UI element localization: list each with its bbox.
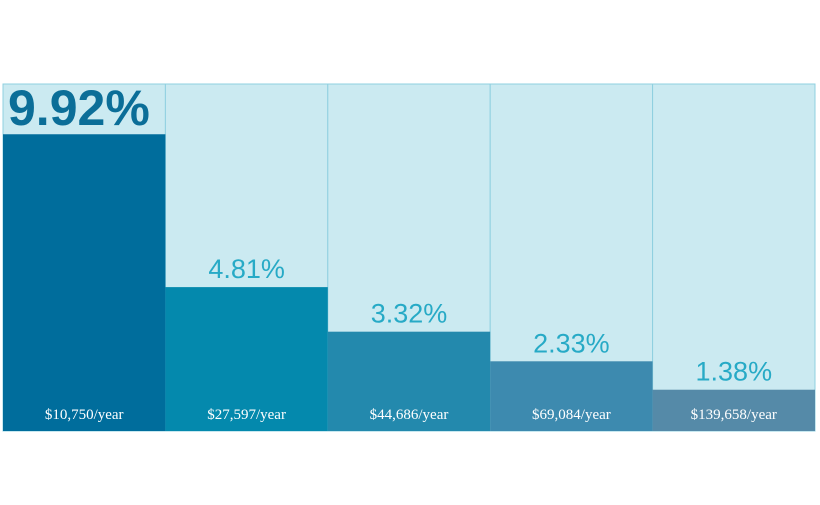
bar-2	[165, 287, 328, 431]
value-label-2: 4.81%	[208, 254, 285, 284]
value-label-4: 2.33%	[533, 328, 610, 358]
category-label-2: $27,597/year	[207, 407, 286, 423]
chart-bars	[3, 134, 815, 431]
bar-5	[652, 389, 815, 431]
bar-3	[327, 331, 491, 431]
category-label-5: $139,658/year	[691, 407, 777, 423]
category-label-4: $69,084/year	[532, 407, 611, 423]
bar-panel-5	[652, 83, 816, 432]
bar-1	[3, 134, 166, 431]
category-labels: $10,750/year $27,597/year $44,686/year $69,…	[45, 407, 777, 423]
category-label-1: $10,750/year	[45, 407, 124, 423]
value-label-3: 3.32%	[371, 299, 448, 329]
value-label-5: 1.38%	[696, 357, 773, 387]
value-label-1: 9.92%	[8, 80, 150, 136]
bar-4	[490, 361, 653, 431]
category-label-3: $44,686/year	[370, 407, 449, 423]
value-labels: 9.92% 4.81% 3.32% 2.33% 1.38%	[8, 80, 772, 387]
